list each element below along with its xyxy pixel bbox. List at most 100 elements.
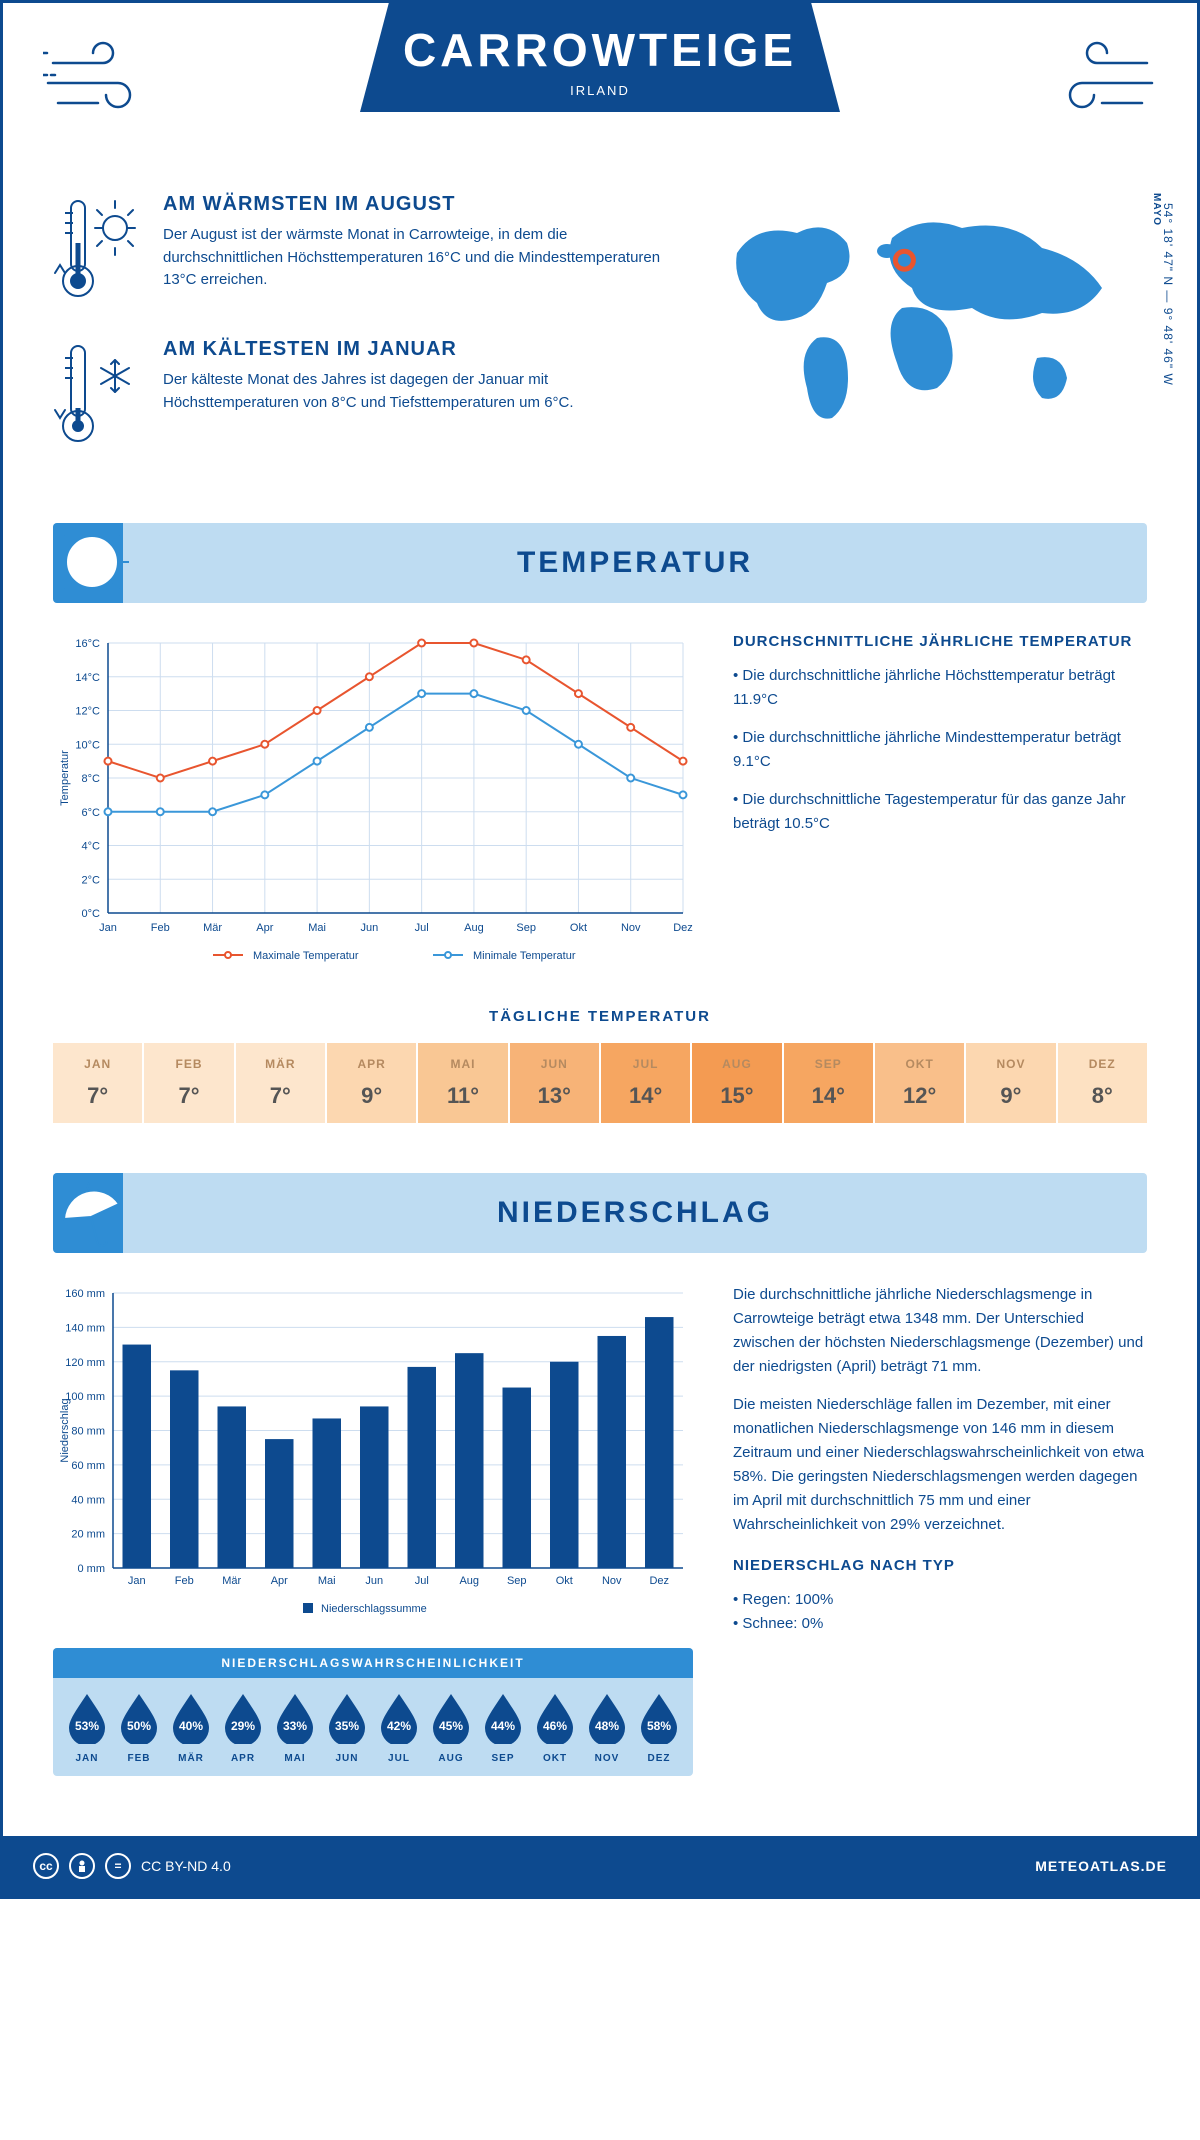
license-text: CC BY-ND 4.0 xyxy=(141,1858,231,1874)
daily-temp-grid: JAN7°FEB7°MÄR7°APR9°MAI11°JUN13°JUL14°AU… xyxy=(53,1043,1147,1123)
svg-text:Okt: Okt xyxy=(556,1575,573,1587)
probability-drop: 44%SEP xyxy=(477,1690,529,1764)
svg-text:Okt: Okt xyxy=(570,922,587,934)
precipitation-section-head: NIEDERSCHLAG xyxy=(53,1173,1147,1253)
svg-text:Dez: Dez xyxy=(673,922,693,934)
fact-cold-title: AM KÄLTESTEN IM JANUAR xyxy=(163,338,667,361)
svg-text:Sep: Sep xyxy=(507,1575,527,1587)
nd-icon: = xyxy=(105,1853,131,1879)
svg-text:Jul: Jul xyxy=(415,922,429,934)
svg-text:4°C: 4°C xyxy=(82,841,101,853)
svg-text:60 mm: 60 mm xyxy=(71,1460,105,1472)
svg-text:58%: 58% xyxy=(647,1719,671,1733)
fact-warmest: AM WÄRMSTEN IM AUGUST Der August ist der… xyxy=(53,193,667,308)
precipitation-section: 0 mm 20 mm 40 mm 60 mm 80 mm 100 mm 120 mm 140 … xyxy=(53,1283,1147,1776)
svg-text:Nov: Nov xyxy=(602,1575,622,1587)
svg-text:40 mm: 40 mm xyxy=(71,1494,105,1506)
fact-warm-title: AM WÄRMSTEN IM AUGUST xyxy=(163,193,667,216)
probability-title: NIEDERSCHLAGSWAHRSCHEINLICHKEIT xyxy=(53,1648,693,1678)
intro-row: AM WÄRMSTEN IM AUGUST Der August ist der… xyxy=(53,193,1147,483)
probability-panel: NIEDERSCHLAGSWAHRSCHEINLICHKEIT 53%JAN50… xyxy=(53,1648,693,1776)
daily-temp-cell: JAN7° xyxy=(53,1043,144,1123)
page: CARROWTEIGE IRLAND AM WÄRMSTE xyxy=(0,0,1200,1899)
cc-icon: cc xyxy=(33,1853,59,1879)
svg-text:0 mm: 0 mm xyxy=(78,1563,106,1575)
probability-drop: 58%DEZ xyxy=(633,1690,685,1764)
temperature-info: DURCHSCHNITTLICHE JÄHRLICHE TEMPERATUR •… xyxy=(733,633,1147,978)
svg-text:Mai: Mai xyxy=(308,922,326,934)
svg-text:50%: 50% xyxy=(127,1719,151,1733)
header: CARROWTEIGE IRLAND xyxy=(3,3,1197,163)
svg-text:Apr: Apr xyxy=(271,1575,288,1587)
svg-text:33%: 33% xyxy=(283,1719,307,1733)
daily-temp-cell: APR9° xyxy=(327,1043,418,1123)
svg-text:120 mm: 120 mm xyxy=(65,1357,105,1369)
svg-text:Aug: Aug xyxy=(464,922,484,934)
fact-cold-text: Der kälteste Monat des Jahres ist dagege… xyxy=(163,369,667,414)
svg-text:Temperatur: Temperatur xyxy=(59,750,71,806)
svg-text:6°C: 6°C xyxy=(82,807,101,819)
daily-temp-cell: JUL14° xyxy=(601,1043,692,1123)
svg-text:35%: 35% xyxy=(335,1719,359,1733)
thermometer-snow-icon xyxy=(53,338,143,453)
svg-text:8°C: 8°C xyxy=(82,773,101,785)
coordinates: 54° 18' 47" N — 9° 48' 46" W xyxy=(1161,203,1175,386)
probability-drop: 42%JUL xyxy=(373,1690,425,1764)
fact-warm-text: Der August ist der wärmste Monat in Carr… xyxy=(163,224,667,292)
svg-text:2°C: 2°C xyxy=(82,874,101,886)
svg-text:10°C: 10°C xyxy=(75,739,100,751)
svg-text:100 mm: 100 mm xyxy=(65,1391,105,1403)
svg-text:Jan: Jan xyxy=(128,1575,146,1587)
daily-temp-cell: SEP14° xyxy=(784,1043,875,1123)
location-title: CARROWTEIGE xyxy=(360,23,840,77)
svg-text:160 mm: 160 mm xyxy=(65,1288,105,1300)
svg-text:Maximale Temperatur: Maximale Temperatur xyxy=(253,950,359,962)
svg-text:Dez: Dez xyxy=(649,1575,669,1587)
svg-text:Jan: Jan xyxy=(99,922,117,934)
umbrella-icon xyxy=(53,1173,123,1253)
precipitation-chart: 0 mm 20 mm 40 mm 60 mm 80 mm 100 mm 120 mm 140 … xyxy=(53,1283,693,1623)
svg-text:45%: 45% xyxy=(439,1719,463,1733)
daily-temp-cell: OKT12° xyxy=(875,1043,966,1123)
precip-text-2: Die meisten Niederschläge fallen im Deze… xyxy=(733,1393,1147,1537)
svg-text:42%: 42% xyxy=(387,1719,411,1733)
svg-text:Niederschlagssumme: Niederschlagssumme xyxy=(321,1603,427,1615)
intro-facts: AM WÄRMSTEN IM AUGUST Der August ist der… xyxy=(53,193,667,483)
svg-text:Jun: Jun xyxy=(365,1575,383,1587)
daily-temperature: TÄGLICHE TEMPERATUR JAN7°FEB7°MÄR7°APR9°… xyxy=(53,1008,1147,1123)
by-icon xyxy=(69,1853,95,1879)
svg-text:Aug: Aug xyxy=(459,1575,479,1587)
svg-text:Jun: Jun xyxy=(360,922,378,934)
world-map-svg xyxy=(707,193,1127,433)
probability-drop: 33%MAI xyxy=(269,1690,321,1764)
precip-text-1: Die durchschnittliche jährliche Niedersc… xyxy=(733,1283,1147,1379)
precipitation-title: NIEDERSCHLAG xyxy=(123,1196,1147,1230)
temperature-section-head: TEMPERATUR xyxy=(53,523,1147,603)
svg-text:Feb: Feb xyxy=(175,1575,194,1587)
probability-drop: 40%MÄR xyxy=(165,1690,217,1764)
probability-drop: 50%FEB xyxy=(113,1690,165,1764)
daily-temp-cell: JUN13° xyxy=(510,1043,601,1123)
precip-type-title: NIEDERSCHLAG NACH TYP xyxy=(733,1557,1147,1574)
precip-type-bullet: • Schnee: 0% xyxy=(733,1612,1147,1636)
svg-text:29%: 29% xyxy=(231,1719,255,1733)
svg-text:Mai: Mai xyxy=(318,1575,336,1587)
license: cc = CC BY-ND 4.0 xyxy=(33,1853,231,1879)
svg-text:46%: 46% xyxy=(543,1719,567,1733)
precipitation-chart-col: 0 mm 20 mm 40 mm 60 mm 80 mm 100 mm 120 mm 140 … xyxy=(53,1283,693,1776)
temperature-title: TEMPERATUR xyxy=(123,546,1147,580)
temp-bullet: • Die durchschnittliche Tagestemperatur … xyxy=(733,788,1147,836)
svg-text:140 mm: 140 mm xyxy=(65,1322,105,1334)
svg-text:Feb: Feb xyxy=(151,922,170,934)
wind-icon-right xyxy=(1047,33,1157,128)
daily-temp-cell: FEB7° xyxy=(144,1043,235,1123)
svg-text:48%: 48% xyxy=(595,1719,619,1733)
svg-text:40%: 40% xyxy=(179,1719,203,1733)
svg-text:20 mm: 20 mm xyxy=(71,1529,105,1541)
sun-icon xyxy=(53,523,123,603)
probability-drop: 46%OKT xyxy=(529,1690,581,1764)
probability-drop: 29%APR xyxy=(217,1690,269,1764)
svg-text:Jul: Jul xyxy=(415,1575,429,1587)
svg-text:Sep: Sep xyxy=(516,922,536,934)
svg-text:80 mm: 80 mm xyxy=(71,1426,105,1438)
